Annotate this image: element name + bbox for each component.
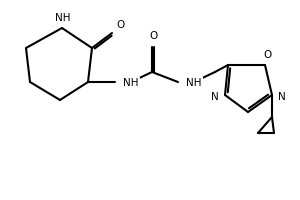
Text: N: N xyxy=(211,92,219,102)
Text: N: N xyxy=(278,92,286,102)
Text: NH: NH xyxy=(55,13,71,23)
Text: O: O xyxy=(116,20,124,30)
Text: O: O xyxy=(263,50,271,60)
Text: NH: NH xyxy=(186,78,202,88)
Text: O: O xyxy=(149,31,157,41)
Text: NH: NH xyxy=(123,78,139,88)
